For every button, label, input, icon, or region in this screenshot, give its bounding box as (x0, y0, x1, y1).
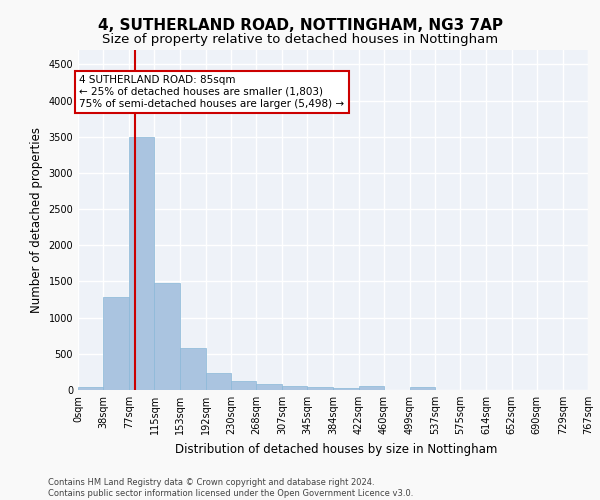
Bar (307, 388, 334, 390)
Bar (78, 387, 103, 390)
Bar (206, 372, 231, 390)
Bar (154, 283, 180, 390)
Bar (359, 386, 384, 390)
Text: Size of property relative to detached houses in Nottingham: Size of property relative to detached ho… (102, 32, 498, 46)
Y-axis label: Number of detached properties: Number of detached properties (30, 127, 43, 313)
Text: 4, SUTHERLAND ROAD, NOTTINGHAM, NG3 7AP: 4, SUTHERLAND ROAD, NOTTINGHAM, NG3 7AP (97, 18, 503, 32)
Text: Contains HM Land Registry data © Crown copyright and database right 2024.
Contai: Contains HM Land Registry data © Crown c… (48, 478, 413, 498)
Bar (334, 388, 359, 390)
Bar (256, 384, 282, 390)
Bar (180, 348, 206, 390)
Bar (103, 298, 129, 390)
Text: Distribution of detached houses by size in Nottingham: Distribution of detached houses by size … (175, 442, 497, 456)
Bar (129, 137, 154, 390)
Bar (282, 386, 307, 390)
Text: 4 SUTHERLAND ROAD: 85sqm
← 25% of detached houses are smaller (1,803)
75% of sem: 4 SUTHERLAND ROAD: 85sqm ← 25% of detach… (79, 76, 344, 108)
Bar (410, 387, 435, 390)
Bar (231, 382, 256, 390)
